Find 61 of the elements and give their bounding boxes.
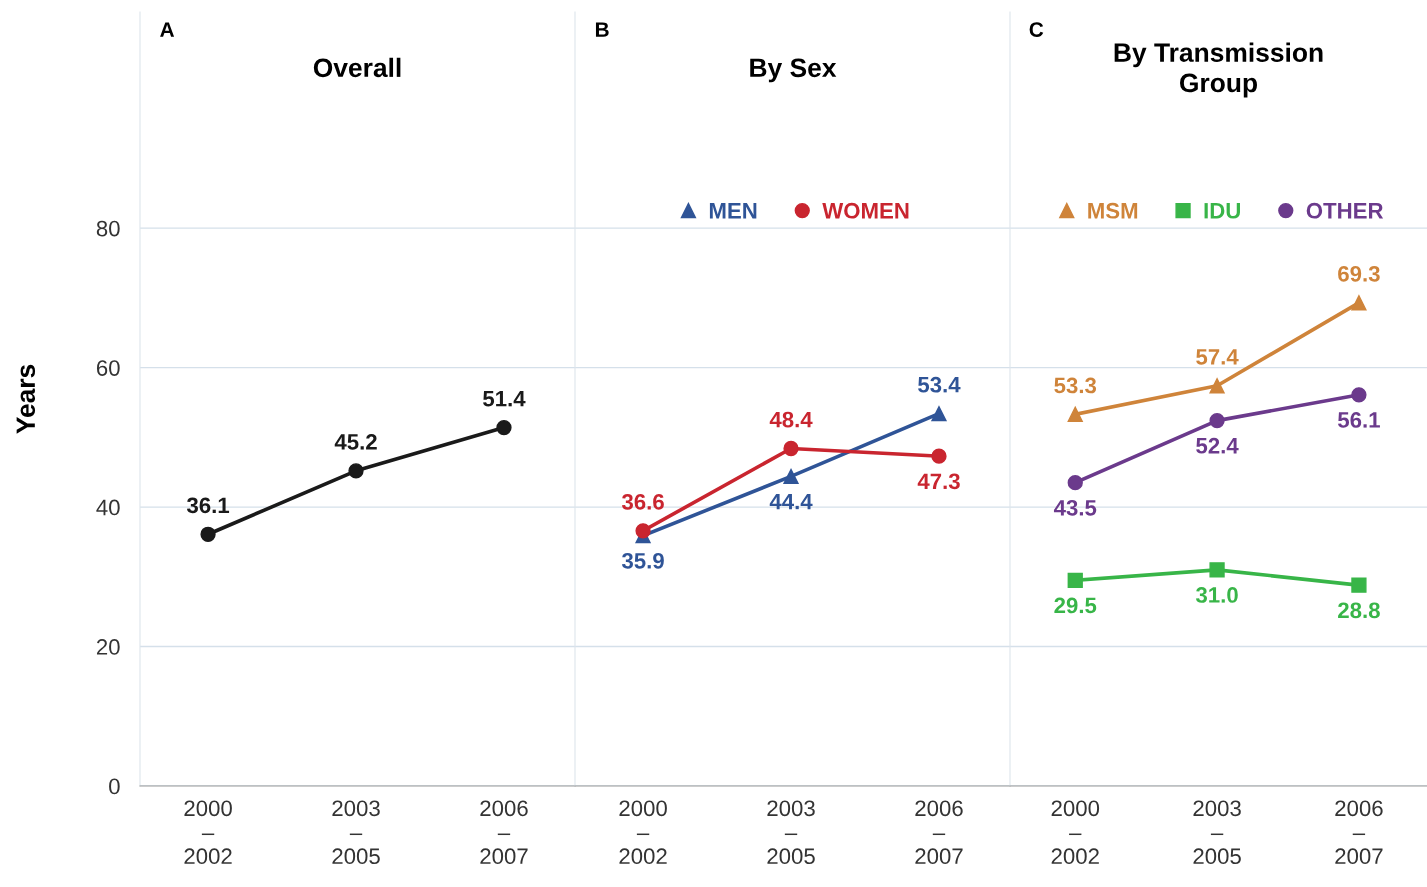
point bbox=[931, 448, 947, 464]
point bbox=[783, 468, 799, 485]
point bbox=[1351, 295, 1367, 311]
text: By Sex bbox=[750, 58, 837, 83]
annotation: A bbox=[160, 22, 175, 37]
text: Overall bbox=[313, 57, 401, 78]
y-tick-label: 20 bbox=[96, 639, 120, 655]
point bbox=[1209, 412, 1225, 429]
point bbox=[1209, 562, 1225, 578]
legend-label: WOMEN bbox=[822, 202, 909, 219]
x-tick-label: 2006 – 2007 bbox=[915, 800, 963, 865]
y-tick-label: 60 bbox=[96, 360, 120, 376]
data-label: 57.4 bbox=[1196, 349, 1239, 365]
legend-label: IDU bbox=[1204, 203, 1240, 219]
point bbox=[1351, 387, 1367, 403]
data-label: 35.9 bbox=[621, 552, 664, 569]
point bbox=[1067, 475, 1083, 491]
x-tick-label: 2006 – 2007 bbox=[480, 800, 528, 865]
point bbox=[1067, 572, 1083, 588]
y-tick-label: 80 bbox=[96, 220, 120, 237]
x-tick-label: 2003 – 2005 bbox=[332, 800, 380, 865]
annotation: B bbox=[595, 22, 609, 37]
x-tick-label: 2003 – 2005 bbox=[767, 800, 815, 865]
point bbox=[1351, 577, 1367, 593]
data-label: 48.4 bbox=[769, 411, 813, 428]
legend-label: MEN bbox=[709, 203, 757, 219]
data-label: 44.4 bbox=[769, 493, 813, 510]
x-tick-label: 2006 – 2007 bbox=[1335, 800, 1383, 865]
x-tick-label: 2000 – 2002 bbox=[1051, 800, 1100, 865]
data-label: 36.1 bbox=[186, 497, 230, 514]
data-label: 51.4 bbox=[483, 391, 526, 407]
point bbox=[1067, 406, 1083, 422]
text: By Transmission Group bbox=[1114, 42, 1323, 98]
data-label: 45.2 bbox=[334, 434, 377, 450]
point bbox=[635, 523, 651, 539]
y-tick-label: 0 bbox=[109, 778, 120, 795]
x-tick-label: 2003 – 2005 bbox=[1193, 800, 1241, 865]
annotation: C bbox=[1029, 22, 1044, 37]
point bbox=[348, 463, 364, 479]
point bbox=[496, 419, 512, 436]
data-label: 52.4 bbox=[1196, 437, 1239, 454]
data-label: 43.5 bbox=[1053, 499, 1097, 516]
data-label: 53.3 bbox=[1054, 377, 1097, 394]
data-label: 36.6 bbox=[621, 493, 664, 510]
data-label: 31.0 bbox=[1195, 587, 1238, 603]
point bbox=[200, 526, 216, 542]
point bbox=[1209, 378, 1225, 394]
x-tick-label: 2000 – 2002 bbox=[619, 800, 667, 865]
data-label: 47.3 bbox=[917, 473, 960, 490]
point bbox=[931, 406, 947, 422]
data-label: 28.8 bbox=[1338, 602, 1380, 619]
point bbox=[783, 440, 799, 457]
data-label: 53.4 bbox=[918, 376, 961, 393]
data-label: 29.5 bbox=[1054, 597, 1097, 614]
y-tick-label: 40 bbox=[96, 499, 120, 516]
y-axis-title: Years bbox=[16, 364, 36, 434]
legend-label: OTHER bbox=[1306, 202, 1384, 219]
data-label: 69.3 bbox=[1338, 265, 1380, 282]
legend-label: MSM bbox=[1088, 202, 1138, 219]
x-tick-label: 2000 – 2002 bbox=[184, 800, 232, 865]
data-label: 56.1 bbox=[1337, 412, 1380, 428]
